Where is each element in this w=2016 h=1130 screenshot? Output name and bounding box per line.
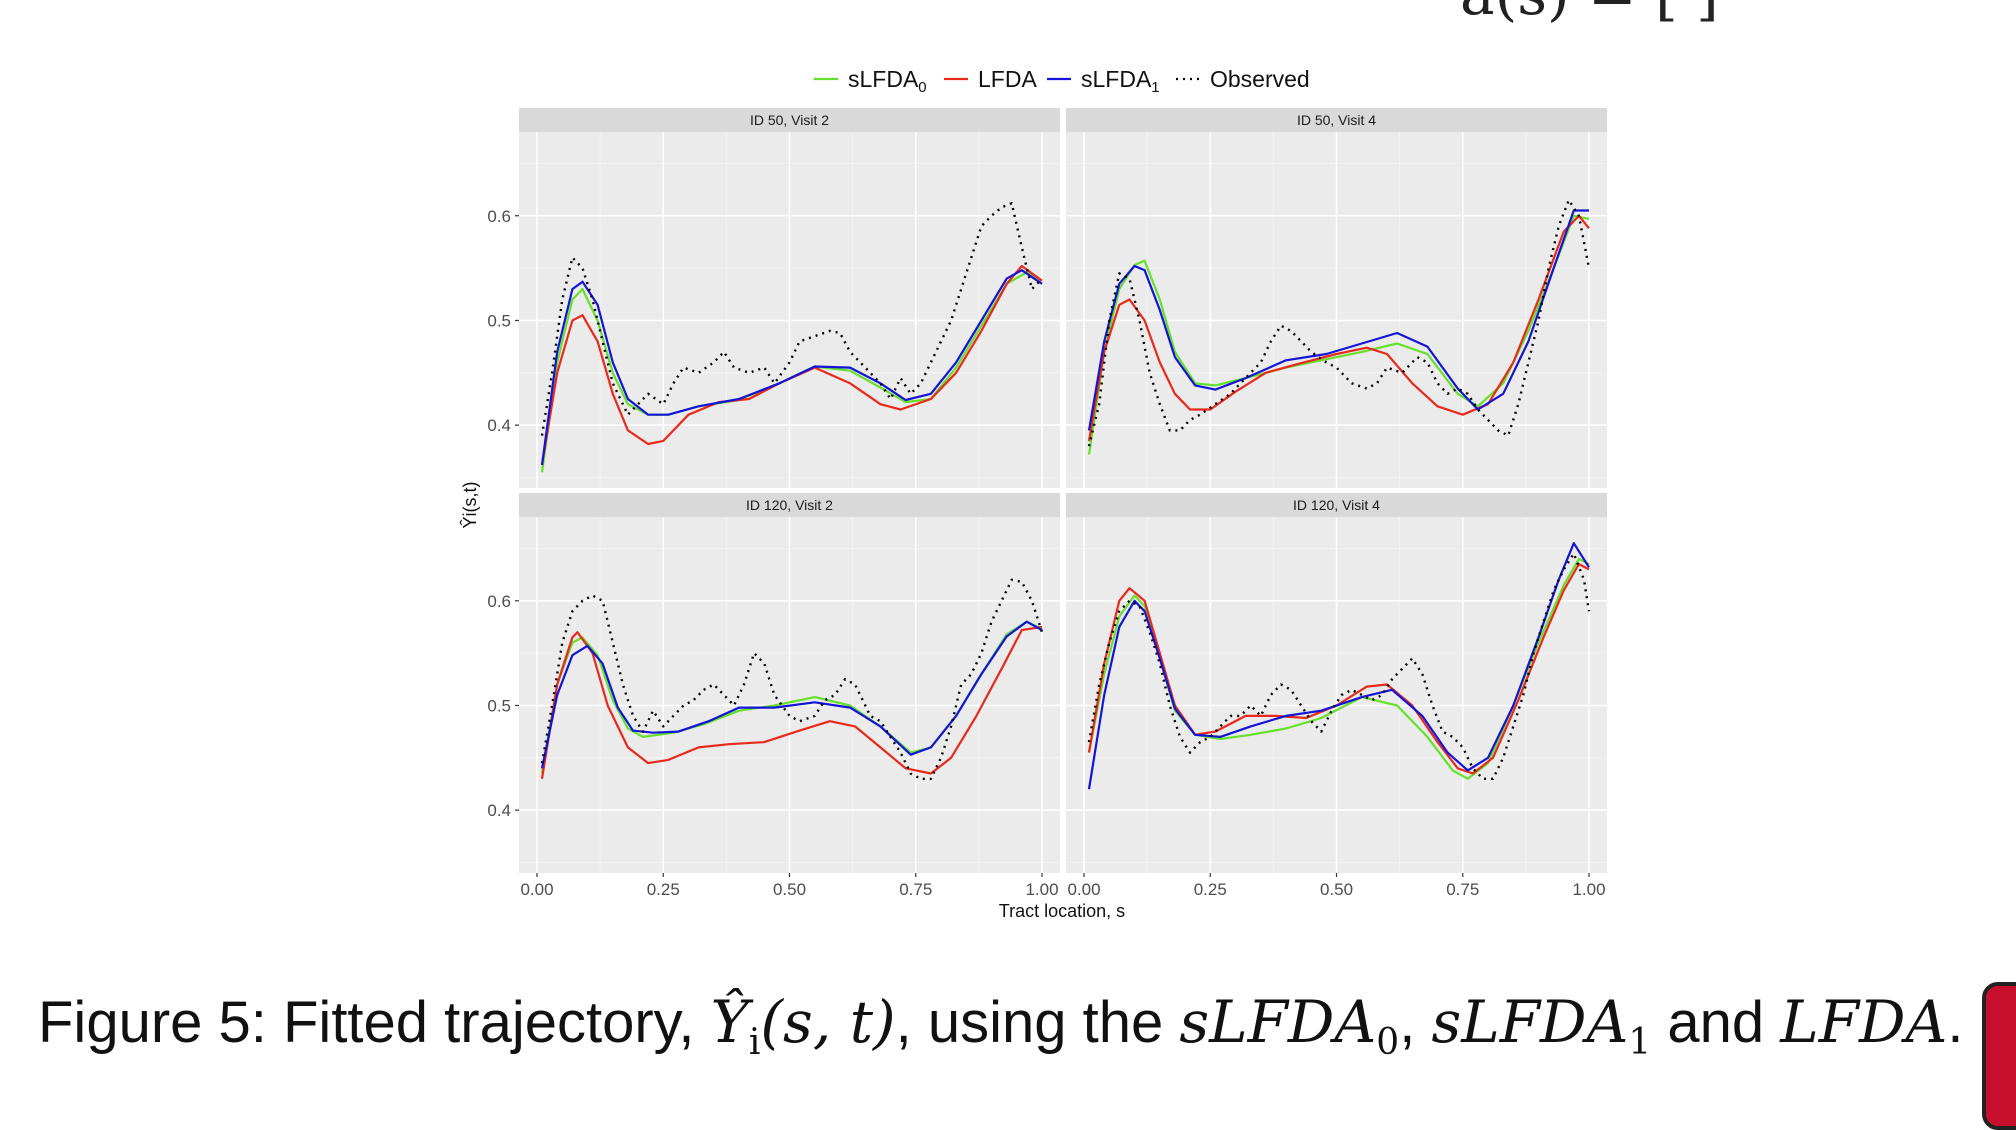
panel-strip <box>519 108 1060 132</box>
panel-title: ID 50, Visit 4 <box>1297 112 1376 128</box>
x-tick-label: 0.25 <box>647 880 680 899</box>
faceted-line-chart: ID 50, Visit 2 0.4 0.5 0.6 ID 50, Visit 4 ID … <box>460 66 1607 921</box>
y-tick-label: 0.5 <box>487 696 511 715</box>
panel-4: ID 120, Visit 4 0.00 0.25 0.50 0.75 1.00 <box>1066 493 1607 899</box>
legend-label-slfda1: sLFDA1 <box>1081 66 1160 96</box>
caption-middle: , using the <box>895 990 1180 1055</box>
x-tick-label: 0.50 <box>1320 880 1353 899</box>
caption-end: . <box>1947 990 1964 1055</box>
series-line-lfda <box>540 264 1043 466</box>
university-logo <box>1982 982 2016 1130</box>
series-line-lfda <box>1087 214 1590 442</box>
x-tick-label: 0.75 <box>899 880 932 899</box>
legend-label-observed: Observed <box>1210 66 1310 92</box>
panel-strip <box>1066 493 1607 517</box>
series-line-slfda1 <box>540 620 1043 769</box>
panel-title: ID 120, Visit 4 <box>1293 497 1380 513</box>
series-line-slfda1 <box>540 269 1043 466</box>
panel-1: ID 50, Visit 2 0.4 0.5 0.6 <box>487 108 1060 488</box>
panel-strip <box>1066 108 1607 132</box>
legend: sLFDA0 LFDA sLFDA1 Observed <box>814 66 1310 96</box>
caption-yhat: Ŷi(s, t) <box>710 988 896 1063</box>
y-tick-label: 0.6 <box>487 207 511 226</box>
caption-method-1: sLFDA0 <box>1179 988 1400 1063</box>
x-axis-label: Tract location, s <box>999 901 1125 921</box>
panel-2: ID 50, Visit 4 <box>1066 108 1607 488</box>
caption-and: and <box>1651 990 1781 1055</box>
series-line-slfda1 <box>1087 209 1589 431</box>
figure-caption: Figure 5: Fitted trajectory, Ŷi(s, t), u… <box>38 988 1964 1063</box>
x-tick-label: 1.00 <box>1572 880 1605 899</box>
x-tick-label: 0.25 <box>1194 880 1227 899</box>
x-tick-label: 0.50 <box>773 880 806 899</box>
legend-label-slfda0: sLFDA0 <box>848 66 927 96</box>
y-tick-label: 0.4 <box>487 801 511 820</box>
series-line-observed <box>1087 552 1591 780</box>
y-tick-label: 0.6 <box>487 592 511 611</box>
panel-title: ID 120, Visit 2 <box>746 497 833 513</box>
x-tick-label: 0.75 <box>1446 880 1479 899</box>
y-tick-label: 0.4 <box>487 416 511 435</box>
y-tick-label: 0.5 <box>487 311 511 330</box>
panel-strip <box>519 493 1060 517</box>
x-tick-label: 0.00 <box>520 880 553 899</box>
caption-method-2: sLFDA1 <box>1431 988 1652 1063</box>
caption-prefix: Figure 5: Fitted trajectory, <box>38 990 711 1055</box>
x-tick-label: 0.00 <box>1067 880 1100 899</box>
panel-title: ID 50, Visit 2 <box>750 112 829 128</box>
caption-comma: , <box>1399 990 1432 1055</box>
legend-label-lfda: LFDA <box>978 66 1037 92</box>
header-formula-fragment: a(s) = [ ] <box>1460 0 1719 28</box>
panel-3: ID 120, Visit 2 0.4 0.5 0.6 0.00 0.25 0.50 0.75… <box>487 493 1060 899</box>
caption-method-3: LFDA <box>1780 988 1948 1056</box>
y-axis-label: Ŷi(s,t) <box>460 482 480 529</box>
x-tick-label: 1.00 <box>1025 880 1058 899</box>
